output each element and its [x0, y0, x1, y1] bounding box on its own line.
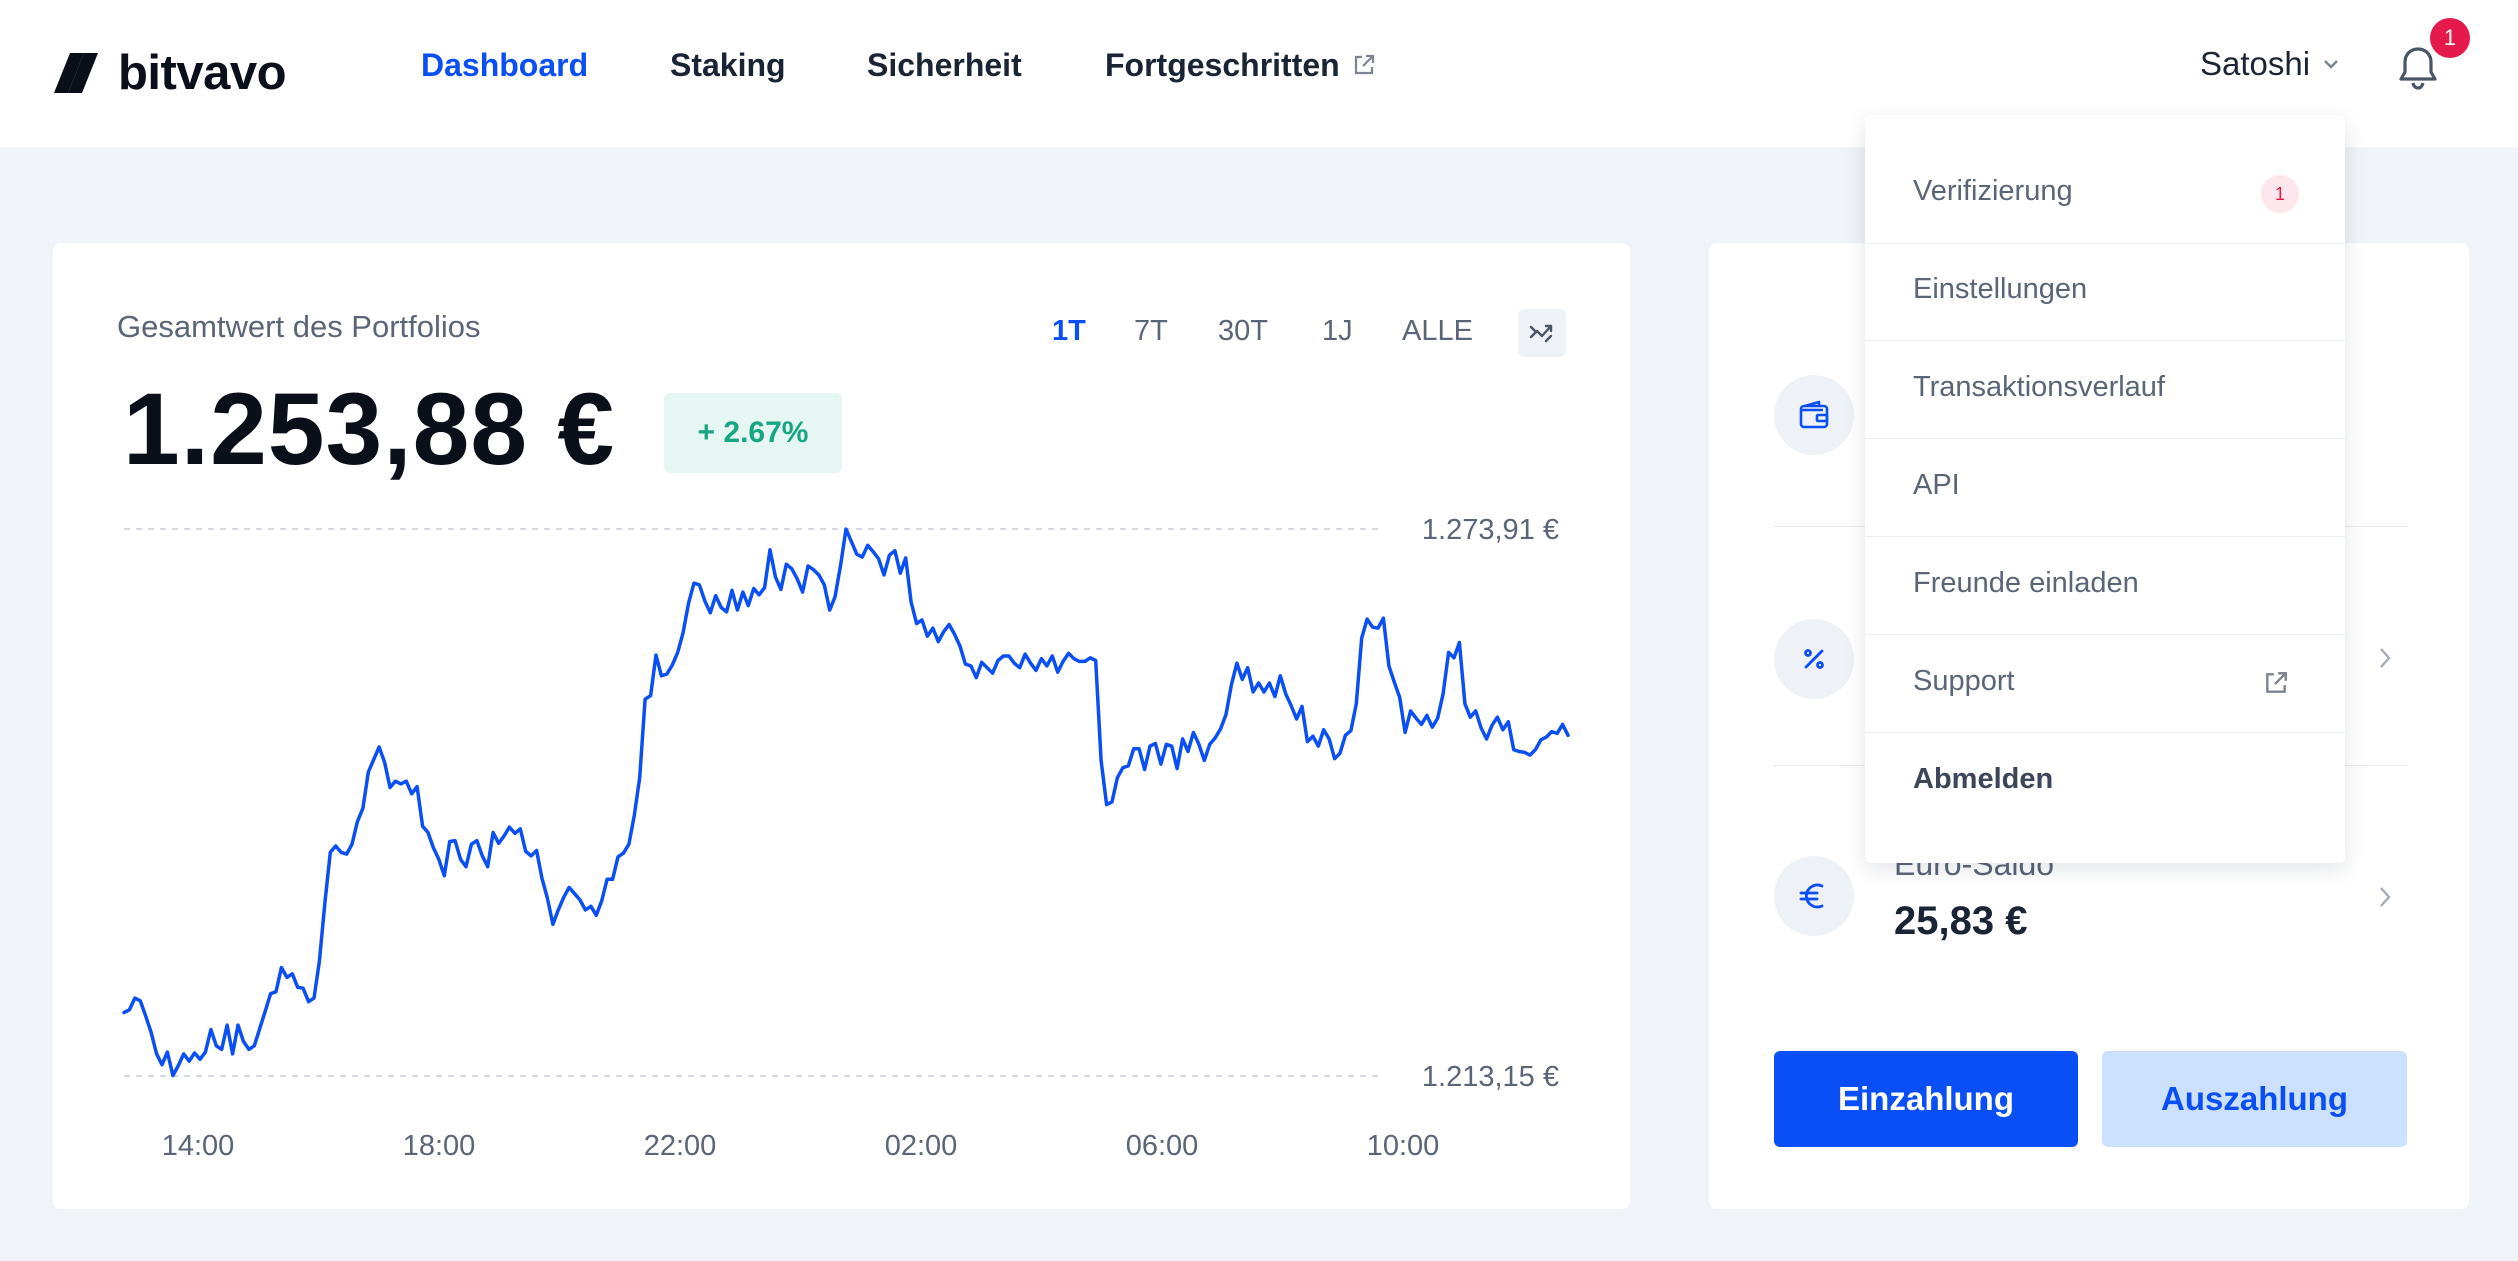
range-alle[interactable]: ALLE	[1402, 315, 1473, 347]
portfolio-label: Gesamtwert des Portfolios	[117, 309, 481, 344]
menu-item-einstellungen[interactable]: Einstellungen	[1865, 243, 2345, 341]
menu-item-label: Support	[1913, 665, 2015, 697]
x-tick-label: 02:00	[885, 1130, 958, 1162]
x-tick-label: 10:00	[1367, 1130, 1440, 1162]
notification-badge: 1	[2430, 18, 2470, 58]
portfolio-chart: 1.273,91 € 1.213,15 € 14:00 18:00 22:00 02:…	[122, 514, 1570, 1162]
euro-icon	[1799, 883, 1824, 909]
user-dropdown-menu: Verifizierung 1 Einstellungen Transaktio…	[1865, 115, 2345, 863]
menu-item-label: Abmelden	[1913, 763, 2054, 795]
nav-sicherheit[interactable]: Sicherheit	[867, 45, 1022, 85]
percent-row-icon	[1774, 619, 1854, 699]
menu-item-transaktionsverlauf[interactable]: Transaktionsverlauf	[1865, 341, 2345, 439]
menu-item-label: Einstellungen	[1913, 273, 2088, 305]
external-link-icon	[2266, 672, 2287, 693]
bell-icon[interactable]	[2396, 44, 2440, 92]
range-7t[interactable]: 7T	[1134, 315, 1168, 347]
nav-fortgeschritten[interactable]: Fortgeschritten	[1105, 45, 1376, 85]
menu-item-label: Verifizierung	[1913, 175, 2073, 207]
compare-icon	[1529, 324, 1553, 343]
portfolio-value-line	[122, 527, 1570, 1078]
menu-item-api[interactable]: API	[1865, 439, 2345, 537]
menu-item-label: API	[1913, 469, 1960, 501]
external-link-icon	[1354, 54, 1374, 75]
menu-item-label: Freunde einladen	[1913, 567, 2139, 599]
compare-button[interactable]	[1518, 309, 1566, 357]
nav-staking-label: Staking	[670, 46, 786, 83]
percent-icon	[1804, 649, 1824, 669]
chevron-right-icon[interactable]	[2378, 646, 2392, 670]
top-navigation-bar: bitvavo Dashboard Staking Sicherheit For…	[0, 0, 2518, 147]
nav-dashboard[interactable]: Dashboard	[421, 45, 588, 85]
verification-badge: 1	[2261, 175, 2299, 213]
min-value-label: 1.213,15 €	[1422, 1061, 1559, 1093]
nav-dashboard-label: Dashboard	[421, 46, 589, 83]
portfolio-value: 1.253,88 €	[123, 372, 616, 486]
nav-fortgeschritten-label: Fortgeschritten	[1105, 46, 1340, 83]
user-menu-toggle[interactable]: Satoshi	[2200, 45, 2340, 83]
range-30t[interactable]: 30T	[1218, 315, 1268, 347]
withdraw-button[interactable]: Auszahlung	[2102, 1051, 2407, 1147]
bitvavo-logo-mark-icon	[54, 53, 98, 93]
menu-item-support[interactable]: Support	[1865, 635, 2345, 733]
deposit-button[interactable]: Einzahlung	[1774, 1051, 2078, 1147]
wallet-row-icon	[1774, 375, 1854, 455]
range-1j[interactable]: 1J	[1322, 315, 1353, 347]
chevron-right-icon[interactable]	[2378, 885, 2392, 909]
x-tick-label: 14:00	[162, 1130, 235, 1162]
bitvavo-logo[interactable]: bitvavo	[54, 38, 287, 108]
euro-balance-value: 25,83 €	[1894, 899, 2028, 943]
portfolio-change-badge: + 2.67%	[664, 393, 842, 473]
nav-sicherheit-label: Sicherheit	[867, 46, 1022, 83]
chevron-down-icon	[2324, 60, 2338, 69]
menu-item-verifizierung[interactable]: Verifizierung 1	[1865, 115, 2345, 244]
nav-staking[interactable]: Staking	[670, 45, 786, 85]
x-tick-label: 06:00	[1126, 1130, 1199, 1162]
max-value-label: 1.273,91 €	[1422, 514, 1559, 546]
user-name: Satoshi	[2200, 45, 2311, 82]
menu-item-freunde-einladen[interactable]: Freunde einladen	[1865, 537, 2345, 635]
menu-item-abmelden[interactable]: Abmelden	[1865, 733, 2345, 830]
euro-row-icon	[1774, 856, 1854, 936]
range-1t[interactable]: 1T	[1052, 315, 1086, 347]
x-tick-label: 18:00	[403, 1130, 476, 1162]
menu-item-label: Transaktionsverlauf	[1913, 371, 2165, 403]
wallet-icon	[1799, 400, 1829, 429]
logo-text: bitvavo	[118, 46, 287, 100]
portfolio-card: Gesamtwert des Portfolios 1T 7T 30T 1J A…	[53, 243, 1630, 1209]
x-tick-label: 22:00	[644, 1130, 717, 1162]
